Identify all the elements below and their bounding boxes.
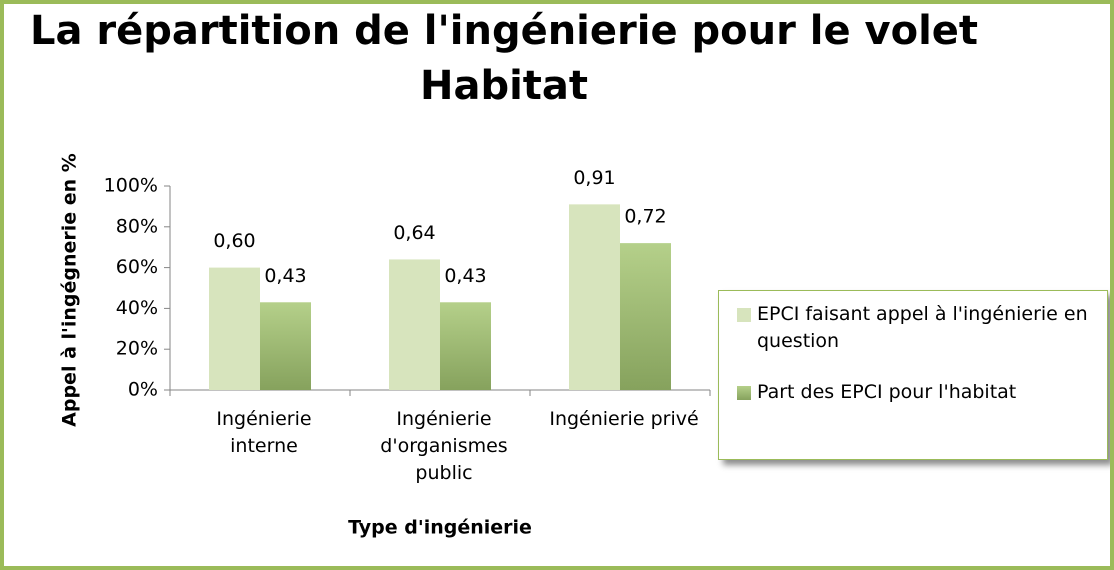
data-label: 0,64 <box>393 222 435 244</box>
chart: Appel à l'ingégnerie en % Type d'ingénie… <box>59 153 711 539</box>
x-axis-title: Type d'ingénierie <box>348 517 532 539</box>
bar <box>440 302 491 390</box>
y-tick-label: 0% <box>128 379 158 401</box>
legend-entry: Part des EPCI pour l'habitat <box>737 379 1110 406</box>
x-tick-label: Ingénierie privé <box>549 408 699 430</box>
legend-entry: EPCI faisant appel à l'ingénierie en que… <box>737 301 1110 355</box>
legend-swatch <box>737 308 751 322</box>
y-tick-label: 100% <box>104 175 158 197</box>
y-tick-label: 20% <box>116 338 158 360</box>
bar <box>209 267 260 390</box>
chart-title: La répartition de l'ingénierie pour le v… <box>29 8 979 109</box>
legend-swatch <box>737 386 751 400</box>
bar <box>620 243 671 390</box>
bar <box>260 302 311 390</box>
data-label: 0,60 <box>213 230 255 252</box>
data-label: 0,91 <box>573 167 615 189</box>
x-tick-label: Ingénierie interne <box>216 408 312 457</box>
x-tick-label: Ingénierie d'organismes public <box>380 408 508 484</box>
y-tick-label: 40% <box>116 297 158 319</box>
data-label: 0,43 <box>444 265 486 287</box>
legend-label: EPCI faisant appel à l'ingénierie en que… <box>757 303 1088 352</box>
y-tick-label: 60% <box>116 256 158 278</box>
y-axis-title: Appel à l'ingégnerie en % <box>59 153 81 427</box>
data-label: 0,72 <box>624 206 666 228</box>
bar <box>569 204 620 390</box>
legend: EPCI faisant appel à l'ingénierie en que… <box>718 290 1108 460</box>
legend-label: Part des EPCI pour l'habitat <box>757 381 1017 403</box>
y-tick-label: 80% <box>116 215 158 237</box>
bar <box>389 259 440 390</box>
data-label: 0,43 <box>264 265 306 287</box>
